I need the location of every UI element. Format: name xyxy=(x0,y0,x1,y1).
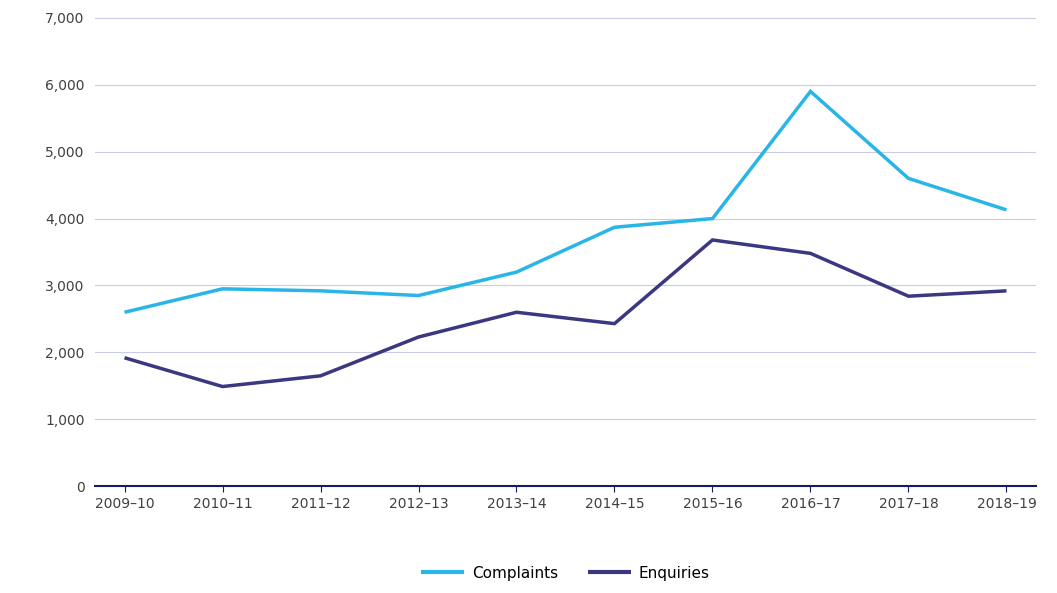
Complaints xyxy=(608,224,620,231)
Line: Complaints: Complaints xyxy=(125,91,1006,313)
Enquiries xyxy=(314,372,327,380)
Enquiries xyxy=(804,250,817,257)
Complaints xyxy=(217,285,229,292)
Enquiries xyxy=(1000,287,1013,294)
Complaints xyxy=(804,88,817,95)
Enquiries xyxy=(118,354,131,361)
Complaints xyxy=(118,309,131,316)
Line: Enquiries: Enquiries xyxy=(125,240,1006,387)
Enquiries xyxy=(412,333,425,340)
Enquiries xyxy=(902,292,914,299)
Complaints xyxy=(314,287,327,294)
Complaints xyxy=(511,269,523,276)
Complaints xyxy=(902,175,914,182)
Complaints xyxy=(412,292,425,299)
Enquiries xyxy=(511,309,523,316)
Enquiries xyxy=(706,237,719,244)
Legend: Complaints, Enquiries: Complaints, Enquiries xyxy=(415,559,716,586)
Enquiries xyxy=(217,383,229,390)
Enquiries xyxy=(608,320,620,327)
Complaints xyxy=(706,215,719,222)
Complaints xyxy=(1000,206,1013,213)
